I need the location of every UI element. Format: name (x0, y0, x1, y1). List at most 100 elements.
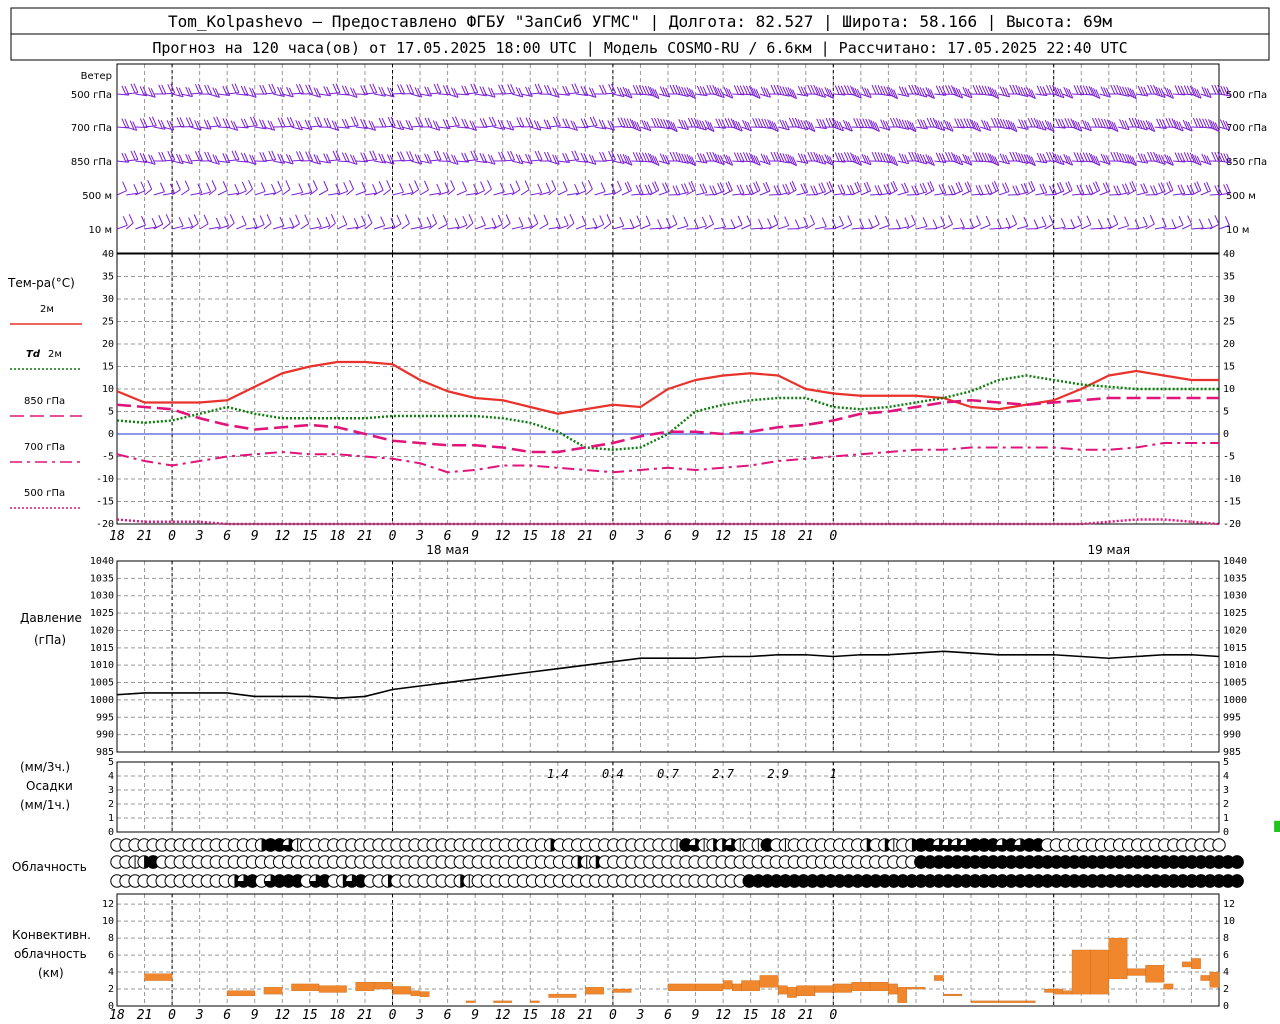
wind-barb-feather (1225, 120, 1231, 131)
wind-barb (998, 126, 1011, 130)
wind-barb-feather (699, 120, 705, 130)
wind-barb (282, 226, 294, 230)
wind-barb-feather (352, 155, 358, 165)
wind-barb (640, 224, 651, 230)
wind-barb-feather (363, 119, 368, 129)
wind-barb (438, 223, 448, 230)
wind-barb-feather (1046, 84, 1051, 95)
y-tick-label-right: 12 (1223, 899, 1235, 910)
wind-barb (961, 190, 972, 196)
conv-cloud-bar (548, 993, 577, 998)
wind-barb (162, 192, 175, 196)
wind-barb-feather (941, 183, 947, 194)
wind-barb-feather (369, 150, 375, 161)
wind-barb-feather (641, 85, 647, 95)
wind-barb-feather (739, 184, 745, 194)
wind-barb-feather (1212, 121, 1218, 131)
wind-barb-feather (222, 181, 228, 191)
wind-barb-feather (509, 183, 515, 194)
wind-barb-feather (543, 84, 549, 95)
wind-barb-feather (583, 118, 589, 128)
wind-barb-feather (158, 151, 164, 162)
wind-barb (383, 188, 391, 196)
wind-barb (181, 160, 193, 165)
wind-barb-feather (638, 184, 644, 195)
wind-barb-feather (130, 83, 136, 94)
x-tick-label-bottom: 18 (770, 1008, 786, 1023)
wind-barb (383, 93, 395, 98)
wind-barb-feather (1196, 89, 1202, 99)
wind-barb-feather (1009, 151, 1015, 162)
wind-barb-feather (1065, 87, 1071, 98)
wind-barb (750, 160, 761, 166)
wind-barb (236, 126, 249, 129)
wind-barb-feather (331, 120, 337, 130)
wind-barb (428, 222, 437, 230)
wind-barb-feather (880, 85, 886, 96)
wind-barb-feather (678, 86, 684, 96)
wind-barb-feather (1086, 215, 1092, 225)
wind-barb-feather (978, 152, 984, 162)
wind-barb-feather (598, 119, 604, 129)
wind-barb (686, 189, 696, 196)
wind-barb-feather (1186, 185, 1192, 195)
wind-barb (566, 126, 578, 131)
wind-barb-feather (779, 85, 785, 96)
wind-barb-feather (696, 152, 702, 163)
y-tick-label: 0 (108, 429, 114, 440)
wind-barb-feather (672, 151, 678, 162)
wind-barb-feather (824, 154, 830, 164)
wind-barb (750, 93, 761, 99)
wind-barb (1016, 225, 1029, 230)
wind-barb (594, 126, 607, 130)
wind-barb-feather (602, 84, 607, 95)
wind-barb-feather (600, 182, 606, 192)
wind-barb-feather (1211, 84, 1217, 95)
wind-barb-feather (1057, 154, 1062, 164)
wind-barb-feather (323, 180, 329, 191)
x-tick-label-bottom: 12 (274, 1008, 290, 1023)
wind-barb-feather (1097, 218, 1103, 229)
wind-barb (805, 126, 816, 133)
wind-barb-feather (1021, 119, 1026, 129)
wind-barb-feather (706, 151, 712, 162)
wind-barb-feather (1217, 185, 1223, 195)
wind-barb-feather (510, 150, 516, 161)
wind-barb-feather (266, 214, 272, 224)
wind-barb-feather (1052, 151, 1057, 162)
wind-barb-feather (985, 215, 991, 226)
wind-barb (282, 93, 294, 98)
wind-barb-feather (735, 120, 741, 131)
wind-barb-feather (1196, 181, 1202, 191)
wind-barb-feather (946, 121, 952, 131)
wind-barb-feather (271, 83, 277, 94)
wind-barb-feather (662, 154, 668, 164)
wind-barb (566, 192, 579, 196)
wind-barb-feather (706, 84, 712, 95)
wind-barb-feather (969, 118, 975, 129)
wind-barb-feather (803, 154, 809, 164)
wind-barb-feather (133, 83, 139, 93)
wind-barb (263, 222, 272, 230)
wind-barb (851, 190, 862, 196)
wind-barb-feather (249, 154, 254, 164)
wind-barb-feather (184, 180, 190, 190)
wind-barb-feather (712, 185, 718, 195)
y-tick-label: 995 (96, 712, 114, 723)
x-tick-label: 0 (389, 529, 397, 544)
wind-barb-feather (323, 117, 329, 128)
wind-barb (190, 159, 203, 162)
wind-barb-feather (417, 87, 423, 98)
wind-barb-feather (1088, 85, 1094, 96)
wind-barb-feather (872, 121, 878, 131)
wind-barb (1117, 192, 1130, 196)
wind-barb-feather (904, 154, 910, 164)
wind-barb-feather (1124, 183, 1130, 193)
wind-barb (1145, 223, 1155, 230)
wind-barb-feather (1067, 118, 1073, 128)
wind-barb-feather (1105, 87, 1111, 98)
wind-barb (208, 188, 217, 196)
wind-barb-feather (490, 88, 496, 98)
wind-barb-feather (1009, 84, 1015, 95)
wind-barb-feather (1095, 156, 1101, 166)
